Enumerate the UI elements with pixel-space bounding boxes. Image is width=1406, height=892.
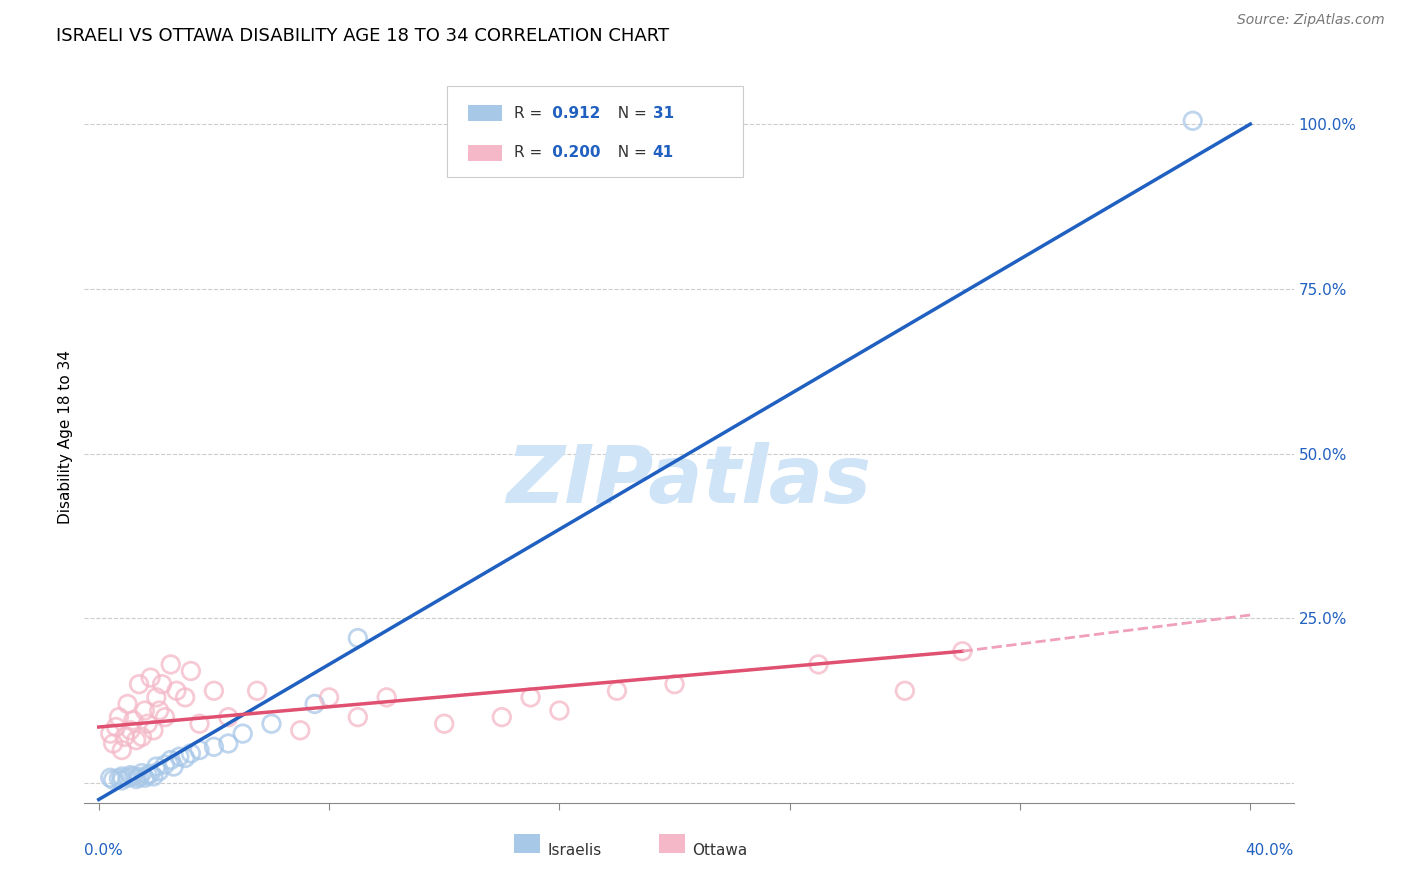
Point [142, 723, 165, 738]
Text: N =: N = [607, 145, 651, 161]
Point [136, 716, 159, 731]
Point [894, 683, 917, 698]
Point [433, 716, 456, 731]
Point [114, 730, 136, 744]
Point [491, 710, 513, 724]
Point [98, 726, 121, 740]
Point [162, 759, 184, 773]
Point [111, 743, 134, 757]
Point [180, 747, 202, 761]
Point [217, 737, 239, 751]
Point [120, 768, 142, 782]
Point [174, 690, 197, 705]
Point [120, 723, 142, 738]
Point [180, 664, 202, 678]
Text: 41: 41 [652, 145, 673, 161]
Point [952, 644, 974, 658]
Point [290, 723, 312, 738]
Point [153, 757, 176, 772]
Point [232, 726, 254, 740]
Point [139, 671, 162, 685]
Point [134, 704, 156, 718]
Point [174, 751, 197, 765]
Point [166, 683, 188, 698]
Point [128, 677, 150, 691]
Bar [659, 834, 685, 853]
Point [304, 697, 326, 711]
Point [188, 743, 211, 757]
Bar [513, 834, 540, 853]
Point [117, 771, 139, 785]
Bar [468, 145, 502, 161]
Point [150, 677, 173, 691]
Text: 31: 31 [652, 105, 673, 120]
Point [217, 710, 239, 724]
Point [153, 710, 176, 724]
Point [188, 716, 211, 731]
Point [128, 770, 150, 784]
Point [606, 683, 628, 698]
Point [202, 739, 225, 754]
Point [131, 766, 153, 780]
Text: 40.0%: 40.0% [1246, 843, 1294, 858]
FancyBboxPatch shape [447, 86, 744, 178]
Point [111, 769, 134, 783]
Point [108, 772, 131, 786]
Point [519, 690, 541, 705]
Point [246, 683, 269, 698]
Text: R =: R = [513, 145, 547, 161]
Point [108, 710, 131, 724]
Text: ISRAELI VS OTTAWA DISABILITY AGE 18 TO 34 CORRELATION CHART: ISRAELI VS OTTAWA DISABILITY AGE 18 TO 3… [56, 27, 669, 45]
Point [142, 769, 165, 783]
Y-axis label: Disability Age 18 to 34: Disability Age 18 to 34 [58, 350, 73, 524]
Point [159, 657, 181, 672]
Point [111, 773, 134, 788]
Point [98, 771, 121, 785]
Point [122, 769, 145, 783]
Point [148, 704, 170, 718]
Point [159, 753, 181, 767]
Text: 0.912: 0.912 [547, 105, 600, 120]
Point [375, 690, 398, 705]
Point [202, 683, 225, 698]
Point [131, 730, 153, 744]
Point [169, 749, 191, 764]
Text: Ottawa: Ottawa [693, 843, 748, 858]
Text: ZIPatlas: ZIPatlas [506, 442, 872, 520]
Point [347, 631, 370, 645]
Point [136, 768, 159, 782]
Point [125, 772, 148, 786]
Point [139, 766, 162, 780]
Point [134, 771, 156, 785]
Point [347, 710, 370, 724]
Text: R =: R = [513, 105, 547, 120]
Point [101, 737, 124, 751]
Point [145, 759, 167, 773]
Point [548, 704, 571, 718]
Point [125, 733, 148, 747]
Point [148, 764, 170, 779]
Point [318, 690, 340, 705]
Point [101, 772, 124, 787]
Bar [468, 105, 502, 121]
Point [807, 657, 830, 672]
Point [122, 714, 145, 728]
Text: 0.200: 0.200 [547, 145, 600, 161]
Point [1181, 113, 1204, 128]
Point [105, 720, 128, 734]
Text: Source: ZipAtlas.com: Source: ZipAtlas.com [1237, 13, 1385, 28]
Point [145, 690, 167, 705]
Point [117, 697, 139, 711]
Text: N =: N = [607, 105, 651, 120]
Point [664, 677, 686, 691]
Text: Israelis: Israelis [547, 843, 602, 858]
Point [260, 716, 283, 731]
Text: 0.0%: 0.0% [84, 843, 124, 858]
